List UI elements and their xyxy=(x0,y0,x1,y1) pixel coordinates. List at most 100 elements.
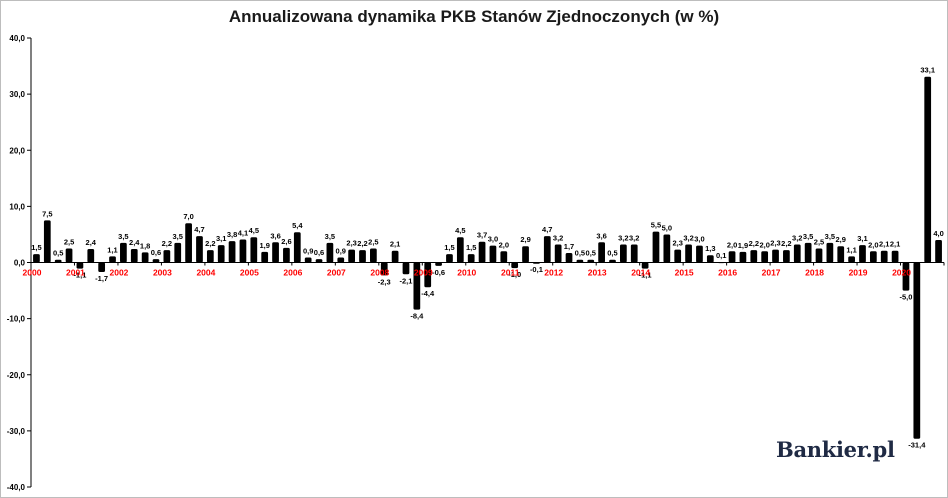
bar xyxy=(880,250,888,263)
data-label: -1,0 xyxy=(508,270,521,279)
data-label: -5,0 xyxy=(899,293,912,302)
data-label: 2,4 xyxy=(86,238,97,247)
data-label: 2,2 xyxy=(781,239,791,248)
bar xyxy=(609,259,616,263)
bar xyxy=(217,245,225,263)
bar xyxy=(685,244,692,263)
bar xyxy=(250,237,258,263)
data-label: 2,3 xyxy=(770,239,780,248)
data-label: 2,1 xyxy=(890,240,900,249)
bar xyxy=(163,250,171,263)
bar xyxy=(815,248,823,263)
x-year-label: 2007 xyxy=(327,268,346,278)
data-label: 7,0 xyxy=(183,212,193,221)
data-label: 3,7 xyxy=(477,231,487,240)
bar xyxy=(152,259,160,263)
x-year-label: 2020 xyxy=(892,268,911,278)
data-label: -0,1 xyxy=(530,265,543,274)
bar xyxy=(261,251,269,263)
bar xyxy=(859,245,866,263)
bar xyxy=(565,252,573,263)
data-label: 3,5 xyxy=(325,232,335,241)
bar xyxy=(446,254,453,263)
x-year-label: 2018 xyxy=(805,268,824,278)
data-label: 0,5 xyxy=(575,249,585,258)
bar xyxy=(511,262,519,269)
data-label: -1,7 xyxy=(95,274,108,283)
bar xyxy=(869,251,877,263)
data-label: 2,2 xyxy=(357,239,367,248)
data-label: 2,3 xyxy=(346,239,356,248)
data-label: 2,3 xyxy=(672,239,682,248)
data-label: 2,5 xyxy=(64,237,74,246)
y-tick-label: 20,0 xyxy=(9,146,25,155)
x-year-label: 2019 xyxy=(849,268,868,278)
y-tick-label: 30,0 xyxy=(9,90,25,99)
bar xyxy=(783,250,790,263)
x-year-label: 2004 xyxy=(196,268,215,278)
data-label: 2,0 xyxy=(499,240,509,249)
bar xyxy=(674,249,682,263)
bar xyxy=(576,259,584,263)
y-tick-label: 40,0 xyxy=(9,34,25,43)
data-label: -0,6 xyxy=(432,268,445,277)
data-label: -1,1 xyxy=(73,271,86,280)
bar xyxy=(435,262,442,266)
bar xyxy=(935,240,942,263)
y-tick-label: -10,0 xyxy=(7,315,26,324)
data-label: 1,8 xyxy=(140,241,150,250)
bar xyxy=(337,257,345,263)
bar xyxy=(924,76,932,263)
bar xyxy=(43,220,51,263)
bar xyxy=(272,242,279,263)
bar xyxy=(413,262,421,310)
data-label: 5,5 xyxy=(651,221,661,230)
bar xyxy=(641,262,649,269)
x-year-label: 2000 xyxy=(23,268,42,278)
data-label: -1,1 xyxy=(639,271,652,280)
x-year-label: 2006 xyxy=(283,268,302,278)
data-label: 4,7 xyxy=(542,225,552,234)
bar xyxy=(826,242,834,263)
bar xyxy=(424,262,432,288)
data-label: 3,5 xyxy=(173,232,183,241)
bar xyxy=(467,254,475,263)
data-label: 7,5 xyxy=(42,209,52,218)
data-label: 3,1 xyxy=(857,234,867,243)
bar xyxy=(522,246,529,263)
bar xyxy=(196,236,203,263)
x-year-label: 2014 xyxy=(631,268,650,278)
bar xyxy=(696,245,703,263)
data-label: 2,6 xyxy=(281,237,291,246)
bar xyxy=(728,251,736,263)
bar xyxy=(130,249,138,263)
x-year-label: 2009 xyxy=(414,268,433,278)
data-label: 1,1 xyxy=(846,245,856,254)
data-label: 4,7 xyxy=(194,225,204,234)
y-tick-label: -30,0 xyxy=(7,427,26,436)
data-label: 3,2 xyxy=(618,234,628,243)
data-label: 1,9 xyxy=(738,241,748,250)
data-label: 0,5 xyxy=(607,249,617,258)
data-label: 2,1 xyxy=(390,240,400,249)
data-label: 2,0 xyxy=(868,240,878,249)
chart-title: Annualizowana dynamika PKB Stanów Zjedno… xyxy=(228,7,720,26)
bar xyxy=(652,231,660,263)
data-label: -8,4 xyxy=(410,312,424,321)
bar xyxy=(141,252,149,263)
bar xyxy=(750,250,758,263)
data-label: 0,9 xyxy=(336,246,346,255)
x-year-label: 2016 xyxy=(718,268,737,278)
bar xyxy=(554,244,562,263)
bar xyxy=(706,255,714,263)
data-label: -2,3 xyxy=(378,277,391,286)
x-year-label: 2002 xyxy=(109,268,128,278)
bar xyxy=(891,250,899,263)
bar xyxy=(326,242,334,263)
x-year-label: 2011 xyxy=(501,268,520,278)
bar xyxy=(33,254,40,263)
bar xyxy=(739,251,747,263)
bar xyxy=(304,257,312,263)
data-label: 3,6 xyxy=(596,231,606,240)
bankier-logo: Bankier.pl xyxy=(776,437,895,462)
